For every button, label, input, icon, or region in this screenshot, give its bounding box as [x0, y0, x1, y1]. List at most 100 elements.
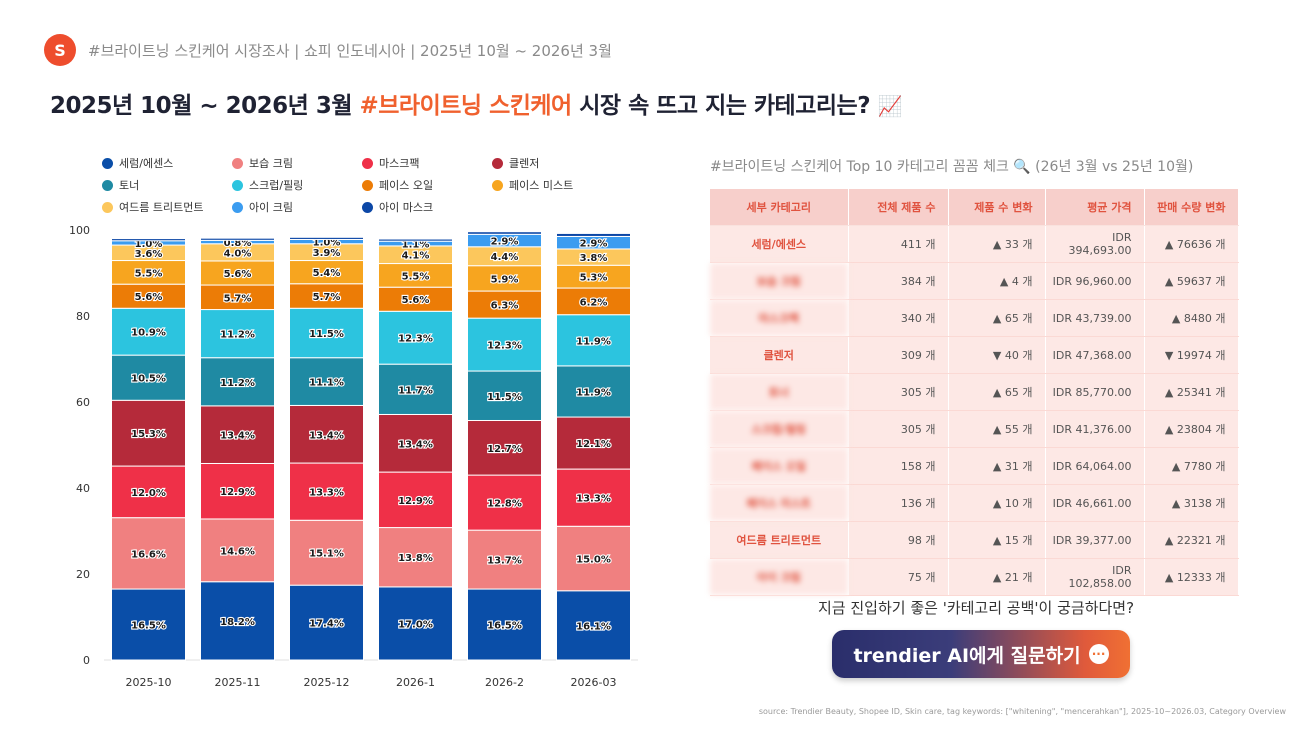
- bar-data-label: 16.6%: [131, 549, 166, 560]
- cell-category: 스크럽/필링: [710, 410, 849, 448]
- ask-trendier-ai-button[interactable]: trendier AI에게 질문하기 ···: [832, 630, 1130, 678]
- cell-sales-change: ▲ 59637 개: [1144, 262, 1239, 300]
- bar-segment: [556, 416, 631, 470]
- cell-products: 158 개: [848, 447, 949, 485]
- cell-category: 아이 크림: [710, 558, 849, 596]
- table-header-row: 세부 카테고리 전체 제품 수 제품 수 변화 평균 가격 판매 수량 변화: [710, 189, 1239, 226]
- title-highlight: #브라이트닝 스킨케어: [359, 93, 573, 119]
- legend-item: 페이스 오일: [362, 177, 492, 193]
- bar-data-label: 16.1%: [576, 621, 611, 632]
- legend-label: 클렌저: [509, 157, 540, 170]
- legend-label: 아이 마스크: [379, 201, 434, 214]
- legend-item: 클렌저: [492, 155, 622, 171]
- bar-segment: [289, 307, 364, 359]
- cell-sales-change: ▲ 22321 개: [1144, 521, 1239, 559]
- cell-product-change: ▲ 21 개: [948, 558, 1046, 596]
- bar-segment: [289, 404, 364, 464]
- bar-data-label: 15.3%: [131, 429, 166, 440]
- legend-item: 여드름 트리트먼트: [102, 199, 232, 215]
- bar-segment: [467, 231, 542, 235]
- title-prefix: 2025년 10월 ~ 2026년 3월: [50, 93, 360, 119]
- legend-swatch: [492, 179, 503, 191]
- chat-bubble-icon: ···: [1088, 644, 1109, 664]
- bar-data-label: 17.0%: [398, 619, 433, 630]
- table-row: 클렌저 309 개 ▼ 40 개 IDR 47,368.00 ▼ 19974 개: [710, 336, 1239, 374]
- bar-data-label: 6.2%: [580, 297, 608, 308]
- legend-label: 페이스 미스트: [509, 179, 574, 192]
- bar-segment: [378, 586, 453, 661]
- bar-data-label: 11.5%: [309, 329, 344, 340]
- bar-data-label: 12.9%: [220, 487, 255, 498]
- cell-product-change: ▲ 33 개: [948, 225, 1046, 263]
- cell-product-change: ▲ 31 개: [948, 447, 1046, 485]
- title-suffix: 시장 속 뜨고 지는 카테고리는?: [571, 93, 878, 119]
- bar-data-label: 5.4%: [313, 268, 341, 279]
- bar-segment: [111, 283, 186, 309]
- cell-sales-change: ▲ 7780 개: [1144, 447, 1239, 485]
- bar-segment: [200, 260, 275, 286]
- bar-segment: [467, 474, 542, 531]
- bar-data-label: 5.6%: [135, 292, 163, 303]
- legend-swatch: [232, 179, 243, 191]
- bar-segment: [111, 307, 186, 356]
- header-category: 세부 카테고리: [710, 189, 849, 226]
- legend-label: 토너: [119, 179, 140, 192]
- bar-data-label: 5.5%: [135, 268, 163, 279]
- bar-segment: [200, 309, 275, 359]
- cell-product-change: ▲ 15 개: [948, 521, 1046, 559]
- cell-avg-price: IDR 41,376.00: [1045, 410, 1145, 448]
- bar-data-label: 10.9%: [131, 328, 166, 339]
- table-row: 여드름 트리트먼트 98 개 ▲ 15 개 IDR 39,377.00 ▲ 22321 …: [710, 521, 1239, 559]
- legend-swatch: [362, 201, 373, 213]
- bar-segment: [289, 236, 364, 240]
- bar-segment: [200, 237, 275, 241]
- bar-data-label: 12.7%: [487, 444, 522, 455]
- legend-item: 보습 크림: [232, 155, 362, 171]
- bar-segment: [200, 518, 275, 583]
- bar-data-label: 12.1%: [576, 439, 611, 450]
- x-tick-label: 2026-2: [485, 676, 524, 689]
- bar-data-label: 11.2%: [220, 378, 255, 389]
- cell-avg-price: IDR 394,693.00: [1045, 225, 1145, 263]
- legend-label: 여드름 트리트먼트: [119, 201, 204, 214]
- cell-sales-change: ▲ 12333 개: [1144, 558, 1239, 596]
- cell-sales-change: ▲ 3138 개: [1144, 484, 1239, 522]
- header-avg-price: 평균 가격: [1045, 189, 1145, 226]
- bar-segment: [556, 525, 631, 592]
- legend-swatch: [492, 157, 503, 169]
- bar-data-label: 12.3%: [398, 334, 433, 345]
- legend-item: 스크럽/필링: [232, 177, 362, 193]
- legend-item: 토너: [102, 177, 232, 193]
- bar-segment: [289, 357, 364, 406]
- bar-segment: [467, 529, 542, 590]
- bar-segment: [111, 238, 186, 242]
- legend-item: 마스크팩: [362, 155, 492, 171]
- bar-segment: [556, 468, 631, 527]
- bar-data-label: 1.1%: [402, 240, 430, 251]
- cell-sales-change: ▼ 19974 개: [1144, 336, 1239, 374]
- bar-segment: [378, 413, 453, 473]
- bar-segment: [111, 517, 186, 590]
- bar-data-label: 13.3%: [309, 488, 344, 499]
- bar-segment: [200, 357, 275, 407]
- table-row: 아이 크림 75 개 ▲ 21 개 IDR 102,858.00 ▲ 12333 개: [710, 558, 1239, 596]
- cell-products: 305 개: [848, 373, 949, 411]
- legend-swatch: [102, 157, 113, 169]
- legend-swatch: [232, 157, 243, 169]
- bar-data-label: 11.9%: [576, 387, 611, 398]
- cell-avg-price: IDR 47,368.00: [1045, 336, 1145, 374]
- cell-product-change: ▲ 4 개: [948, 262, 1046, 300]
- bar-data-label: 2.9%: [491, 237, 519, 248]
- cell-avg-price: IDR 102,858.00: [1045, 558, 1145, 596]
- header-sales-change: 판매 수량 변화: [1144, 189, 1239, 226]
- cta-question: 지금 진입하기 좋은 '카테고리 공백'이 궁금하다면?: [818, 599, 1135, 617]
- bar-data-label: 11.9%: [576, 336, 611, 347]
- header-products: 전체 제품 수: [848, 189, 949, 226]
- y-tick-label: 0: [83, 654, 90, 667]
- cell-category: 토너: [710, 373, 849, 411]
- table-row: 스크럽/필링 305 개 ▲ 55 개 IDR 41,376.00 ▲ 23804 개: [710, 410, 1239, 448]
- source-note: source: Trendier Beauty, Shopee ID, Skin…: [758, 707, 1286, 716]
- bar-segment: [378, 527, 453, 588]
- bar-data-label: 5.6%: [224, 269, 252, 280]
- bar-segment: [556, 590, 631, 661]
